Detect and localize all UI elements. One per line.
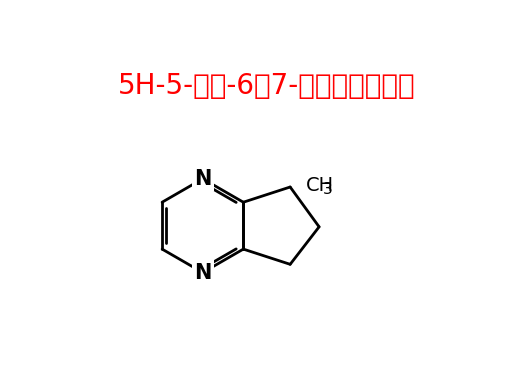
Text: N: N (194, 169, 212, 189)
Text: 3: 3 (323, 182, 333, 197)
Text: CH: CH (306, 176, 334, 195)
Text: 5H-5-甲基-6，7-二氢环戊并吡嗪: 5H-5-甲基-6，7-二氢环戊并吡嗪 (118, 72, 415, 100)
Text: N: N (194, 263, 212, 283)
